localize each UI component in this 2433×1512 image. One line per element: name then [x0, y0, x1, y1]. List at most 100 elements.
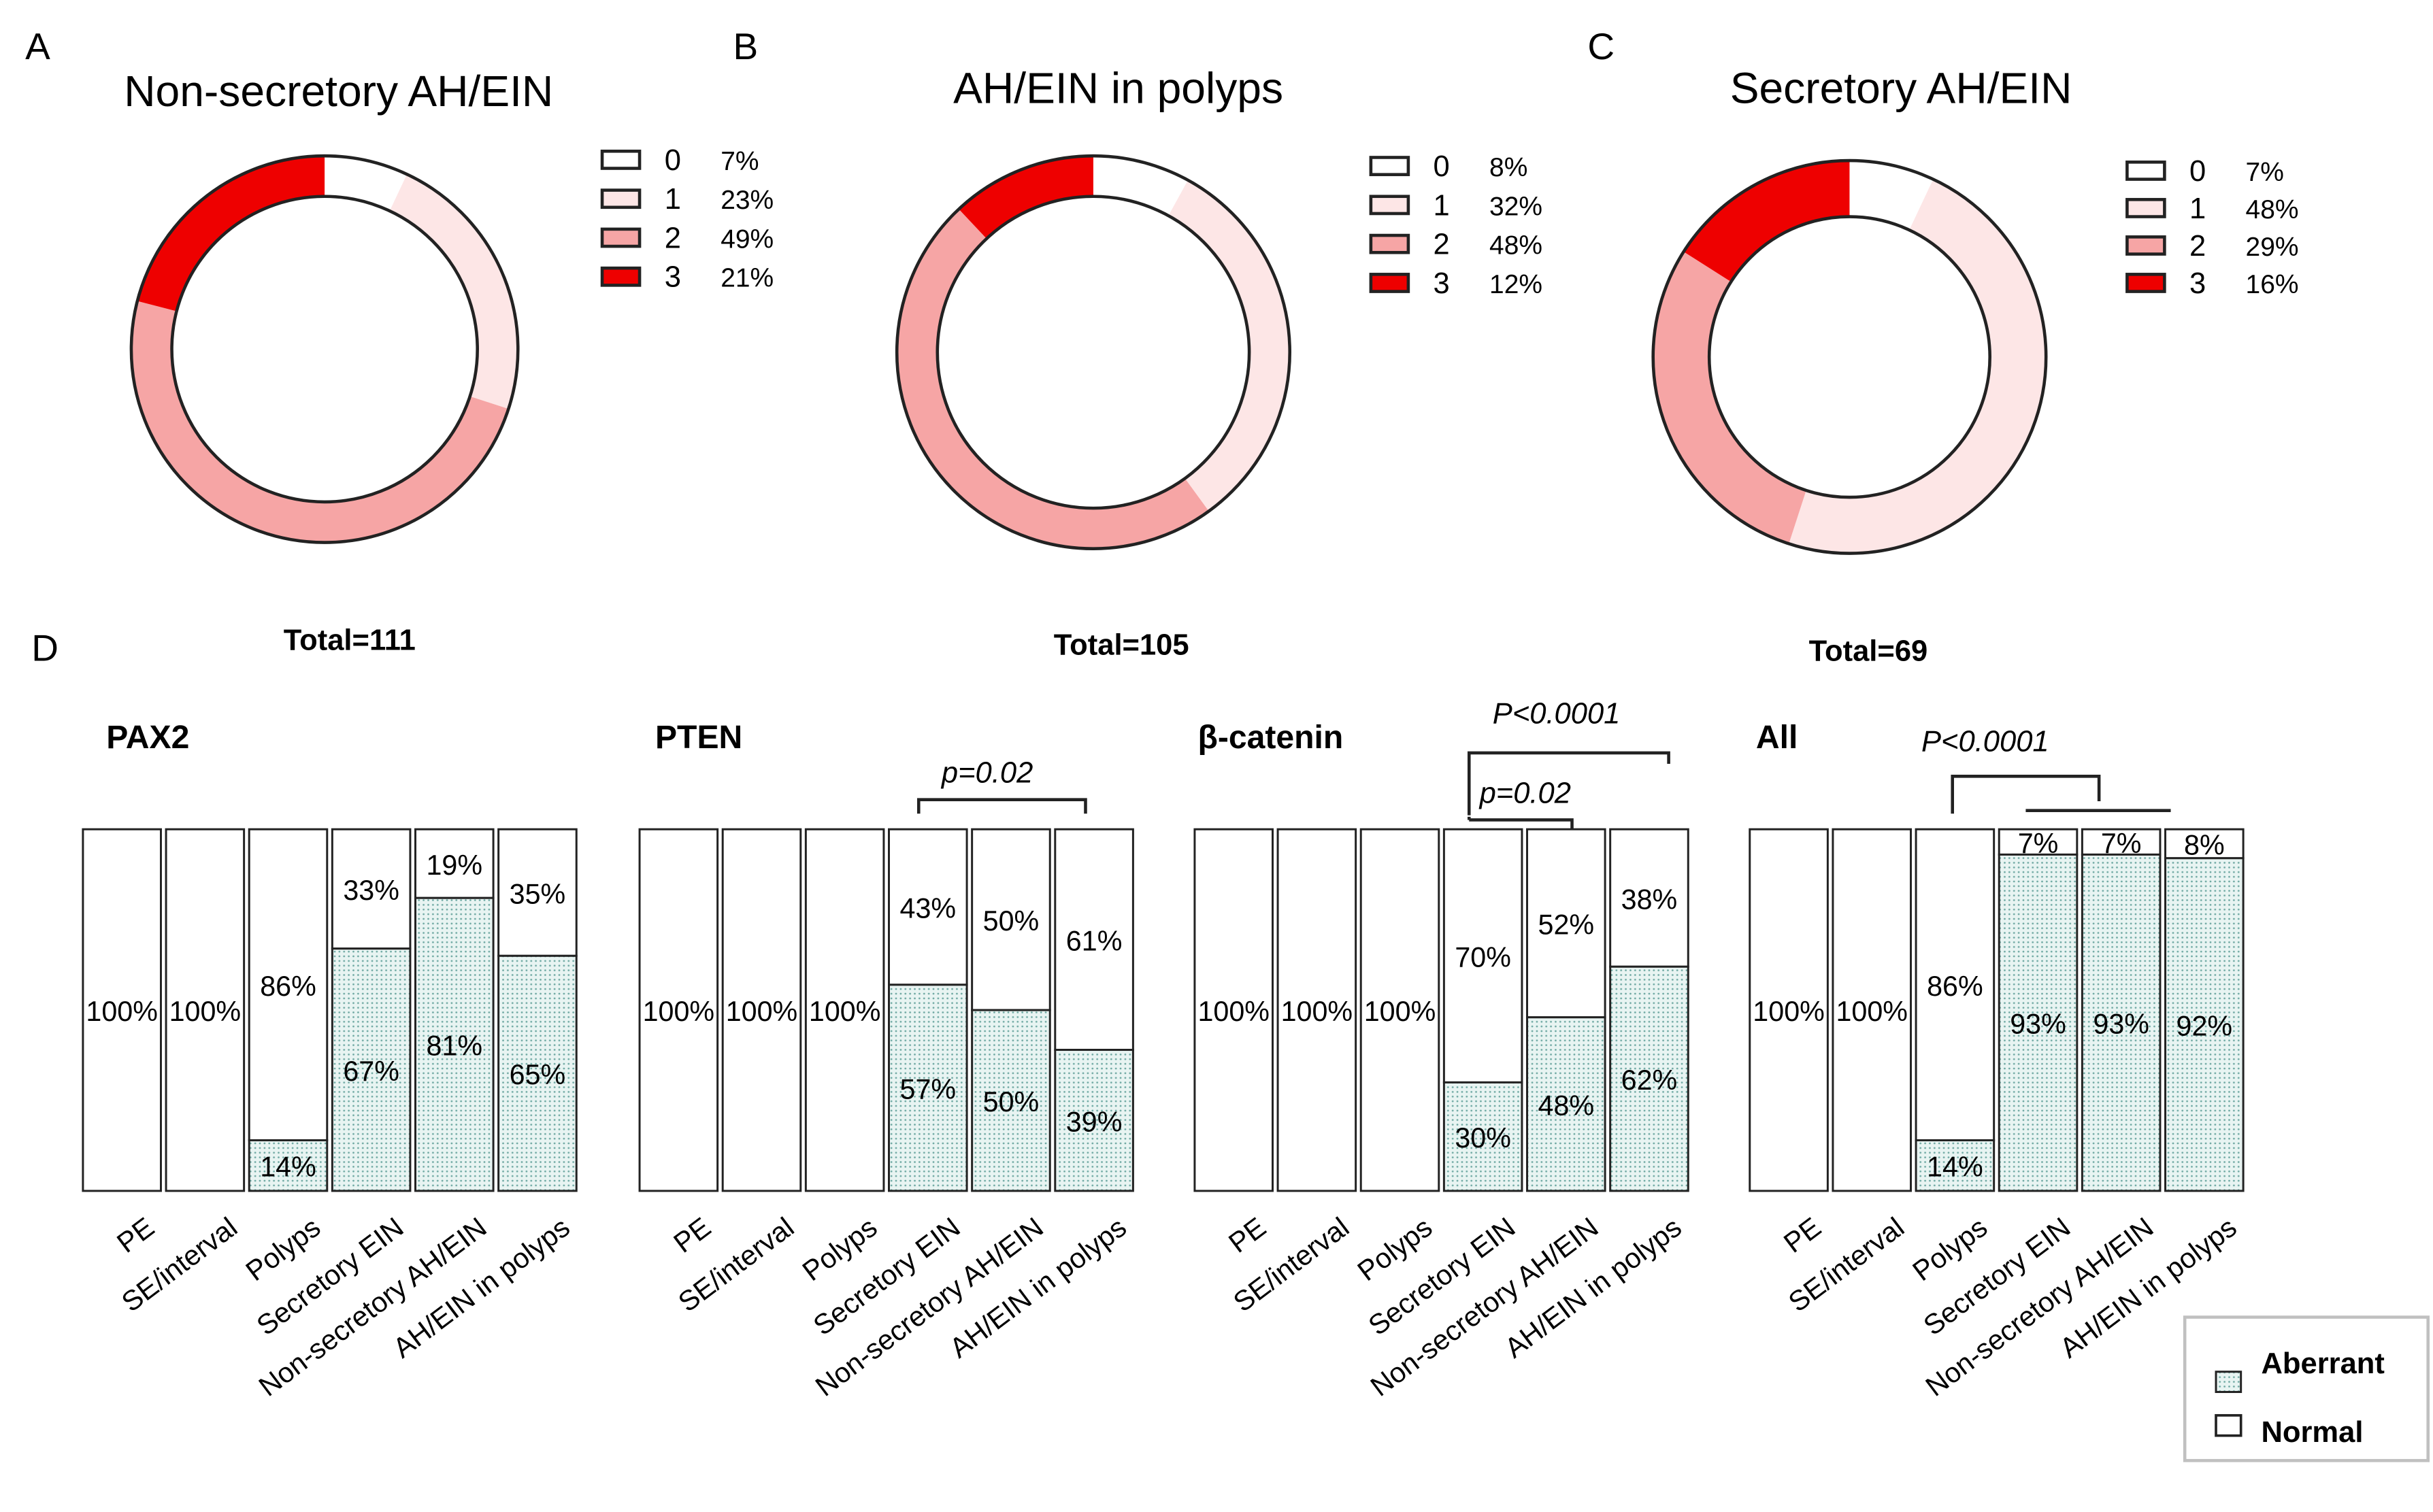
- legend-swatch-3: [600, 266, 642, 287]
- bar-label-normal: 7%: [2101, 828, 2142, 859]
- legend-swatch-3: [1369, 273, 1410, 293]
- bar-label-normal: 100%: [86, 996, 158, 1027]
- donut-chart-secretory: Secretory AH/EIN 0 7% 1 48% 2 29% 3 16% Total=69: [1651, 63, 2299, 668]
- donut-slice-3: [1683, 161, 1850, 282]
- bar-label-normal: 8%: [2184, 830, 2225, 861]
- bar-aberrant-secretory-ein: [331, 947, 412, 1192]
- legend-value-label: 23%: [721, 186, 774, 215]
- legend-level-label: 2: [665, 222, 681, 254]
- donut-title: Non-secretory AH/EIN: [124, 67, 553, 116]
- legend-swatch-2: [600, 227, 642, 248]
- bar-normal-se-interval: [721, 828, 802, 1192]
- bar-label-normal: 100%: [726, 996, 798, 1027]
- bar-label-normal: 33%: [343, 875, 399, 906]
- bar-aberrant-ah-ein-in-polyps: [497, 954, 578, 1192]
- significance-bracket: [1467, 816, 1574, 830]
- donut-slice-1: [1168, 180, 1290, 511]
- bar-label-aberrant: 81%: [427, 1030, 483, 1062]
- legend-value-label: 8%: [1489, 153, 1527, 182]
- bar-label-normal: 100%: [169, 996, 242, 1027]
- legend-swatch-1: [1369, 195, 1410, 216]
- legend-value-label: 49%: [721, 224, 774, 254]
- significance-bracket: [1467, 751, 1670, 816]
- legend-value-label: 32%: [1489, 192, 1542, 221]
- legend-level-label: 3: [665, 261, 681, 294]
- bar-label-normal: 19%: [427, 850, 483, 881]
- legend-normal-swatch: [2215, 1414, 2242, 1437]
- bar-chart-all: All100%PE100%SE/interval86%14%Polyps7%93…: [1749, 719, 2245, 1402]
- legend-swatch-3: [2125, 273, 2166, 293]
- bar-label-aberrant: 67%: [343, 1056, 399, 1087]
- bar-normal-non-secretory-ah-ein: [2081, 828, 2162, 856]
- donut-slice-0: [1849, 161, 1934, 231]
- bar-label-aberrant: 14%: [1927, 1152, 1983, 1183]
- bar-label-aberrant: 93%: [2093, 1009, 2149, 1040]
- bar-normal-secretory-ein: [888, 828, 968, 986]
- bar-panel-title: β-catenin: [1197, 719, 1343, 756]
- legend-swatch-2: [1369, 233, 1410, 254]
- legend-swatch-0: [600, 150, 642, 170]
- bar-label-aberrant: 62%: [1621, 1064, 1678, 1096]
- bar-aberrant-non-secretory-ah-ein: [2081, 853, 2162, 1192]
- bar-normal-non-secretory-ah-ein: [971, 828, 1051, 1011]
- bar-normal-pe: [82, 828, 162, 1192]
- panel-letter-b: B: [733, 25, 759, 67]
- bar-label-normal: 43%: [900, 893, 957, 924]
- legend-level-label: 2: [1434, 229, 1450, 261]
- significance-label: p=0.02: [940, 756, 1033, 789]
- legend-level-label: 0: [665, 144, 681, 177]
- bar-normal-non-secretory-ah-ein: [1526, 828, 1606, 1019]
- significance-bracket: [916, 798, 1087, 814]
- donut-slice-3: [959, 156, 1093, 239]
- bar-normal-pe: [1193, 828, 1274, 1192]
- donut-outer-ring: [1651, 158, 2048, 555]
- bar-chart-pten: PTEN100%PE100%SE/interval100%Polyps43%57…: [638, 719, 1134, 1402]
- bar-aberrant-ah-ein-in-polyps: [2164, 857, 2245, 1192]
- bar-label-aberrant: 14%: [260, 1152, 316, 1183]
- legend-value-label: 48%: [1489, 231, 1542, 261]
- donut-slice-2: [131, 301, 509, 543]
- donut-outer-ring: [129, 154, 520, 544]
- donut-slice-2: [897, 209, 1209, 549]
- bar-normal-polyps: [1915, 828, 1996, 1141]
- bar-label-aberrant: 39%: [1066, 1106, 1123, 1137]
- legend-aberrant-swatch: [2215, 1371, 2242, 1394]
- bar-label-normal: 100%: [1281, 996, 1353, 1027]
- legend-swatch-1: [600, 188, 642, 209]
- legend-value-label: 7%: [2246, 158, 2284, 187]
- bar-normal-ah-ein-in-polyps: [1609, 828, 1689, 968]
- legend-aberrant-label: Aberrant: [2261, 1347, 2384, 1380]
- bar-normal-polyps: [1359, 828, 1440, 1192]
- bar-label-normal: 50%: [983, 905, 1040, 937]
- bar-label-normal: 100%: [1364, 996, 1436, 1027]
- legend-value-label: 16%: [2246, 270, 2299, 299]
- legend-level-label: 1: [665, 183, 681, 216]
- donut-chart-non-secretory: Non-secretory AH/EIN 0 7% 1 23% 2 49% 3 21% Total…: [124, 67, 774, 657]
- panel-letter-d: D: [31, 627, 59, 669]
- donut-total-label: Total=111: [284, 624, 416, 657]
- donut-slice-1: [1789, 179, 2047, 554]
- donut-total-label: Total=69: [1809, 635, 1928, 668]
- bar-label-normal: 70%: [1455, 941, 1511, 973]
- bar-normal-se-interval: [165, 828, 246, 1192]
- bar-aberrant-secretory-ein: [1442, 1081, 1523, 1192]
- bar-label-aberrant: 57%: [900, 1073, 957, 1105]
- legend-value-label: 7%: [721, 147, 759, 176]
- bar-label-aberrant: 30%: [1455, 1122, 1511, 1154]
- bar-normal-pe: [1749, 828, 1829, 1192]
- bar-label-normal: 52%: [1538, 909, 1595, 940]
- donut-chart-polyps: AH/EIN in polyps 0 8% 1 32% 2 48% 3 12% Total=105: [895, 63, 1542, 662]
- category-label-pe: PE: [1223, 1211, 1272, 1259]
- bar-panel-title: PAX2: [106, 719, 189, 756]
- bar-label-normal: 100%: [1753, 996, 1825, 1027]
- bar-normal-secretory-ein: [1442, 828, 1523, 1083]
- legend-value-label: 21%: [721, 264, 774, 293]
- legend-level-label: 3: [2189, 267, 2206, 300]
- panel-letter-c: C: [1587, 25, 1615, 67]
- donut-title: Secretory AH/EIN: [1730, 63, 2072, 112]
- bar-label-normal: 35%: [510, 878, 566, 909]
- donut-inner-ring: [170, 195, 480, 504]
- legend-swatch-2: [2125, 235, 2166, 256]
- donut-slice-3: [137, 156, 325, 312]
